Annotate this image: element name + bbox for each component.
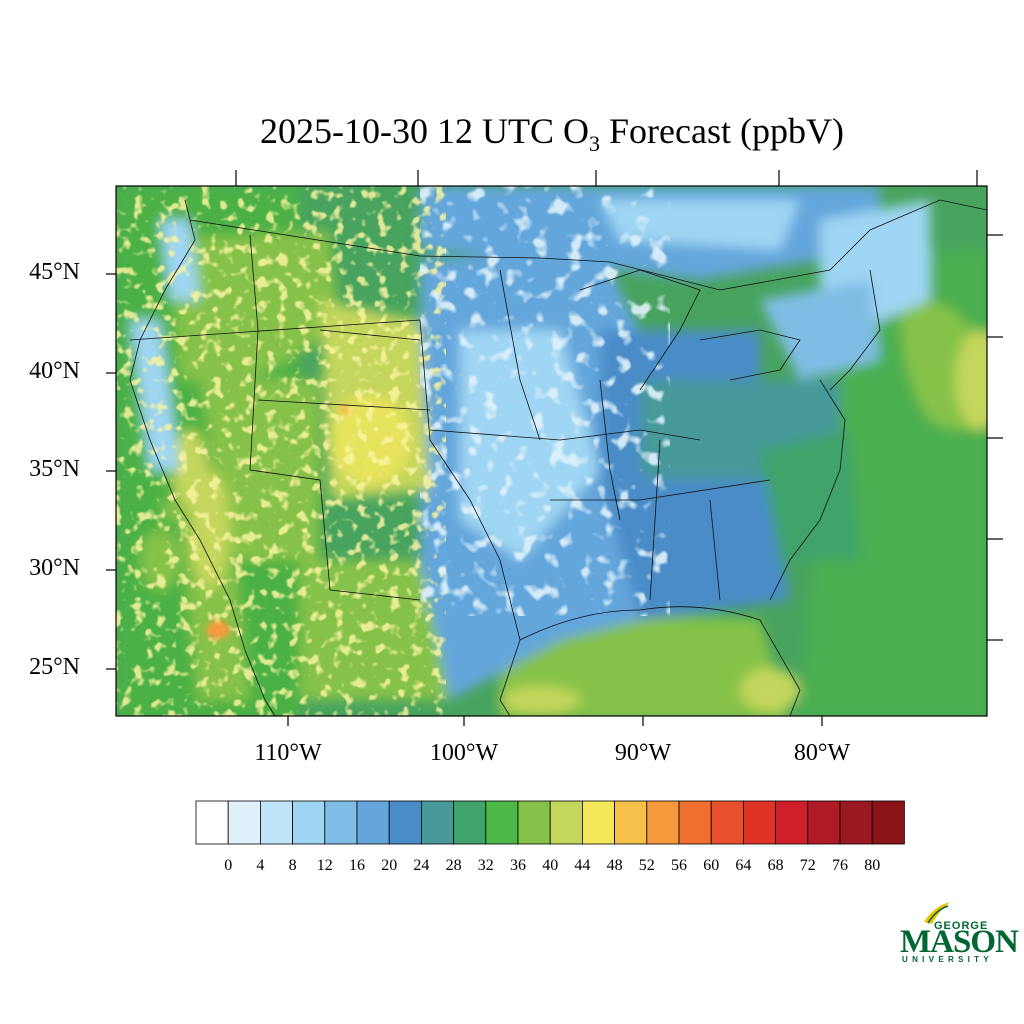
colorbar-swatch [517,800,551,845]
colorbar-label: 0 [224,857,233,874]
colorbar-swatch [710,800,744,845]
lat-label-30n: 30°N [29,555,80,581]
colorbar-label: 36 [510,857,526,874]
colorbar-swatch [549,800,583,845]
colorbar-label: 16 [349,857,365,874]
map-frame [115,185,988,717]
colorbar-label: 72 [799,857,816,874]
ozone-field [116,186,987,716]
lon-label-90w: 90°W [614,740,672,766]
colorbar-swatch [388,800,422,845]
colorbar-label: 4 [256,857,265,874]
colorbar-swatch [614,800,648,845]
colorbar-label: 76 [832,857,848,874]
colorbar-label: 68 [767,857,784,874]
colorbar-swatch [678,800,712,845]
colorbar-swatch [871,800,905,845]
political-boundaries [129,199,987,716]
colorbar-swatch [581,800,615,845]
lat-label-25n: 25°N [29,654,80,680]
colorbar-label: 80 [864,857,881,874]
colorbar-swatch [356,800,390,845]
lat-label-40n: 40°N [29,358,80,384]
colorbar-label: 60 [703,857,720,874]
gmu-logo [924,902,950,924]
colorbar-label: 32 [477,857,494,874]
colorbar-swatch [260,800,294,845]
gmu-logo-university: UNIVERSITY [902,955,994,964]
colorbar-label: 56 [671,857,687,874]
gmu-logo-george: GEORGE [934,920,989,932]
map-title: 2025-10-30 12 UTC O3 Forecast (ppbV) [260,111,844,157]
gmu-logo-mason: MASON [900,924,1019,960]
colorbar-swatch [420,800,454,845]
colorbar-label: 24 [413,857,430,874]
colorbar-label: 8 [288,857,297,874]
colorbar-swatch [324,800,358,845]
axis-ticks [106,170,1003,726]
colorbar-label: 40 [542,857,559,874]
colorbar-label: 20 [381,857,398,874]
colorbar-swatch [485,800,519,845]
colorbar-swatch [646,800,680,845]
lat-label-45n: 45°N [29,259,80,285]
colorbar-swatch [195,800,229,845]
colorbar-label: 44 [574,857,591,874]
colorbar-swatch [292,800,326,845]
colorbar-swatch [227,800,261,845]
colorbar-label: 64 [735,857,752,874]
colorbar [195,800,905,845]
colorbar-label: 28 [445,857,462,874]
lat-label-35n: 35°N [29,456,80,482]
colorbar-label: 48 [606,857,623,874]
lon-label-100w: 100°W [429,740,499,766]
lon-label-80w: 80°W [793,740,851,766]
lon-label-110w: 110°W [254,740,322,766]
colorbar-swatch [743,800,777,845]
colorbar-swatch [453,800,487,845]
colorbar-swatch [775,800,809,845]
colorbar-swatch [839,800,873,845]
colorbar-label: 12 [316,857,333,874]
colorbar-label: 52 [638,857,655,874]
colorbar-swatch [807,800,841,845]
